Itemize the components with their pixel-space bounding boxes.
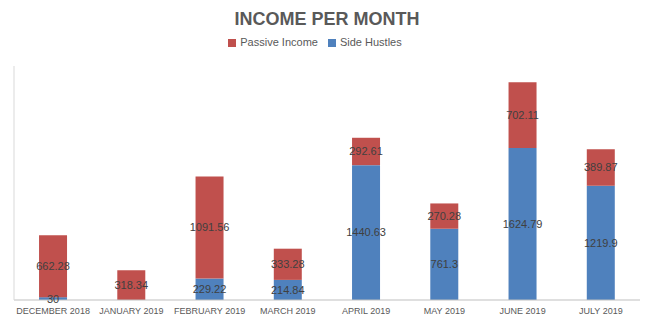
svg-text:JULY 2019: JULY 2019 (579, 306, 623, 316)
svg-text:APRIL 2019: APRIL 2019 (342, 306, 390, 316)
svg-text:FEBRUARY 2019: FEBRUARY 2019 (174, 306, 245, 316)
svg-text:1624.79: 1624.79 (503, 218, 543, 230)
svg-text:389.87: 389.87 (584, 161, 618, 173)
svg-text:292.61: 292.61 (349, 145, 383, 157)
svg-text:214.84: 214.84 (271, 284, 305, 296)
svg-text:JANUARY 2019: JANUARY 2019 (99, 306, 163, 316)
svg-text:333.28: 333.28 (271, 258, 305, 270)
svg-text:30: 30 (47, 293, 59, 305)
svg-text:318.34: 318.34 (114, 279, 148, 291)
svg-text:1091.56: 1091.56 (190, 221, 230, 233)
svg-text:662.28: 662.28 (36, 260, 70, 272)
html-text:Passive Income: Passive Income (240, 36, 318, 48)
svg-text:229.22: 229.22 (193, 283, 227, 295)
svg-text:JUNE 2019: JUNE 2019 (500, 306, 546, 316)
html-text:INCOME PER MONTH: INCOME PER MONTH (234, 9, 420, 29)
svg-text:761.3: 761.3 (431, 258, 459, 270)
svg-text:702.11: 702.11 (506, 109, 539, 121)
svg-text:MARCH 2019: MARCH 2019 (260, 306, 316, 316)
html-text:Side Hustles: Side Hustles (339, 36, 402, 48)
svg-text:1219.9: 1219.9 (584, 237, 618, 249)
svg-text:270.28: 270.28 (427, 210, 461, 222)
svg-text:1440.63: 1440.63 (346, 226, 386, 238)
svg-text:MAY 2019: MAY 2019 (424, 306, 465, 316)
svg-text:DECEMBER 2018: DECEMBER 2018 (16, 306, 90, 316)
